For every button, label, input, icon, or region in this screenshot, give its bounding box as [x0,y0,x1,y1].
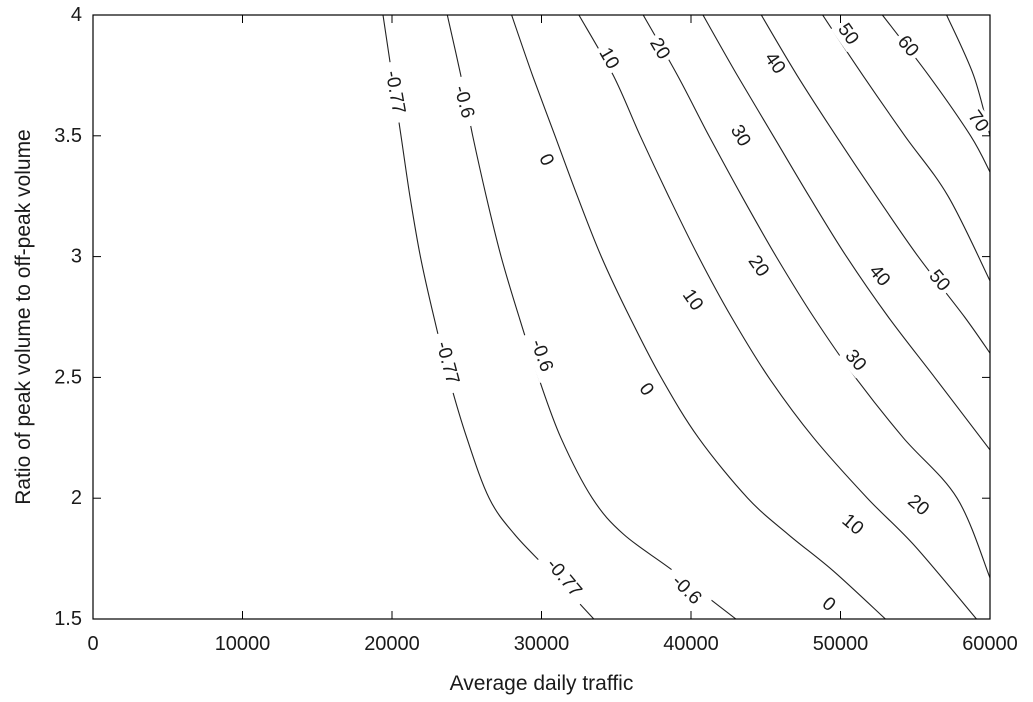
y-tick-label: 4 [71,4,82,26]
contour-line [702,15,990,451]
x-tick-label: 0 [87,633,98,655]
contour-label-gap [522,328,561,383]
x-tick-label: 40000 [663,633,719,655]
contour-label-gap [900,488,936,523]
contour-label-gap [921,262,957,299]
contour-label: 10 [678,285,707,314]
contour-label-gap [741,248,776,285]
contour-label-gap [661,564,712,616]
contour-label-gap [378,60,412,125]
contour-label-gap [838,342,873,379]
contour-line [382,15,595,619]
contour-label-gap [890,28,926,65]
x-tick-label: 30000 [514,633,570,655]
contour-label: 40 [865,261,895,291]
contour-level-labels: -0.77-0.77-0.77-0.6-0.6-0.60001010102020… [378,16,996,619]
y-tick-label: 2.5 [54,366,82,388]
contour-label-gap [830,16,866,53]
contour-label: 20 [903,491,933,521]
contour-label-gap [643,31,677,67]
contour-label: 60 [893,32,923,62]
contour-label-gap [592,40,626,77]
contour-label-gap [814,590,843,619]
contour-label-gap [723,118,757,154]
contour-label: 10 [838,510,868,540]
x-axis-ticks: 0 10000 20000 30000 40000 50000 60000 [87,15,1018,655]
contour-line [578,15,977,619]
contour-line [511,15,886,619]
x-axis-label: Average daily traffic [450,672,634,695]
contour-label-gap [834,507,871,543]
contour-label-gap [535,547,592,609]
x-tick-label: 20000 [364,633,420,655]
contour-label-gap [861,258,897,294]
y-tick-label: 2 [71,487,82,509]
x-tick-label: 60000 [962,633,1018,655]
contour-label-gap [428,330,466,396]
y-tick-label: 3 [71,246,82,268]
contour-label-gap [632,376,661,403]
contour-line [760,15,990,354]
contour-line [822,15,990,282]
contour-label: 30 [841,346,871,376]
contour-label-gap [675,282,710,318]
contour-label: -0.6 [449,83,478,120]
contour-label: 40 [760,49,789,78]
contour-label: -0.77 [381,69,409,115]
contour-label-gap [757,45,792,82]
x-tick-label: 50000 [813,633,869,655]
y-axis-ticks: 1.5 2 2.5 3 3.5 4 [54,4,990,630]
contour-line [642,15,990,579]
contour-label: 50 [833,20,862,49]
contour-label-gap [960,103,996,140]
x-tick-label: 10000 [215,633,271,655]
contour-label: -0.6 [526,337,557,375]
y-axis-label: Ratio of peak volume to off-peak volume [12,129,35,505]
y-tick-label: 1.5 [54,608,82,630]
contour-label: 20 [744,252,773,281]
contour-label-gap [446,74,481,129]
contour-label-gap [532,147,560,173]
y-tick-label: 3.5 [54,125,82,147]
contour-lines [382,15,990,619]
